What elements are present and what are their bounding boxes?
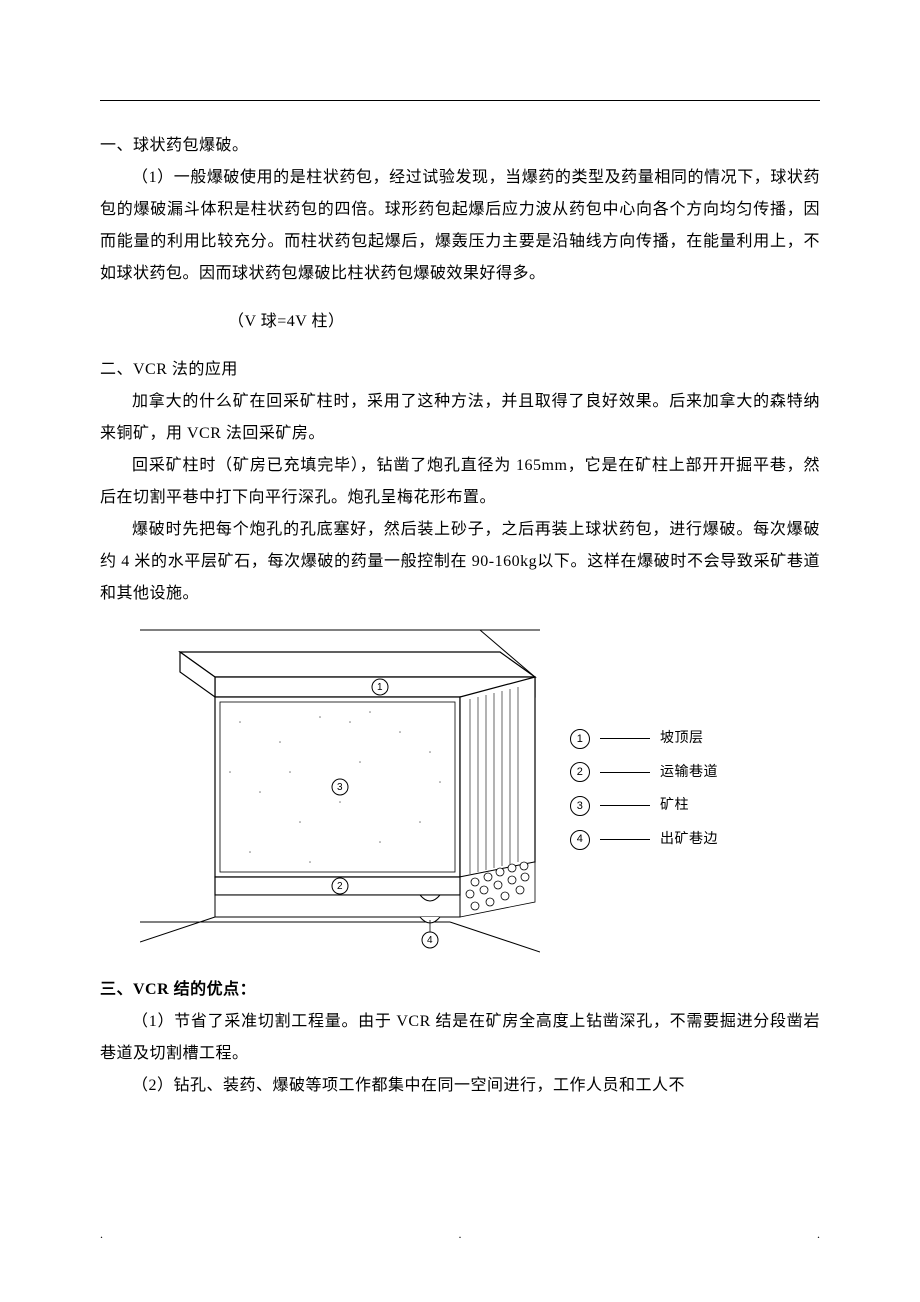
svg-text:4: 4 — [427, 935, 433, 946]
legend-num-4: 4 — [570, 830, 590, 850]
legend-label-4: 出矿巷边 — [660, 823, 718, 857]
section-1-para-1: （1）一般爆破使用的是柱状药包，经过试验发现，当爆药的类型及药量相同的情况下，球… — [100, 162, 820, 290]
footer-dot-3: . — [817, 1227, 820, 1242]
legend-label-1: 坡顶层 — [660, 722, 704, 756]
page: 一、球状药包爆破。 （1）一般爆破使用的是柱状药包，经过试验发现，当爆药的类型及… — [0, 0, 920, 1302]
footer-dots: . . . — [100, 1227, 820, 1242]
legend-num-1: 1 — [570, 729, 590, 749]
section-2-para-1: 加拿大的什么矿在回采矿柱时，采用了这种方法，并且取得了良好效果。后来加拿大的森特… — [100, 386, 820, 450]
top-rule — [100, 100, 820, 101]
section-2-title: 二、VCR 法的应用 — [100, 354, 820, 386]
legend-line-icon — [600, 839, 650, 840]
footer-dot-2: . — [459, 1227, 462, 1242]
svg-text:1: 1 — [377, 682, 383, 693]
section-2-para-3: 爆破时先把每个炮孔的孔底塞好，然后装上砂子，之后再装上球状药包，进行爆破。每次爆… — [100, 514, 820, 610]
legend-label-2: 运输巷道 — [660, 756, 718, 790]
section-1-formula: （V 球=4V 柱） — [228, 306, 820, 338]
content-body: 一、球状药包爆破。 （1）一般爆破使用的是柱状药包，经过试验发现，当爆药的类型及… — [100, 130, 820, 1102]
section-2-para-2: 回采矿柱时（矿房已充填完毕），钻凿了炮孔直径为 165mm，它是在矿柱上部开开掘… — [100, 450, 820, 514]
figure-container: 1 3 2 4 1 坡顶层 2 运输巷道 — [100, 622, 820, 962]
legend-num-3: 3 — [570, 796, 590, 816]
legend-row-4: 4 出矿巷边 — [570, 823, 718, 857]
figure-legend: 1 坡顶层 2 运输巷道 3 矿柱 4 出矿巷边 — [570, 722, 718, 856]
section-3-para-2: （2）钻孔、装药、爆破等项工作都集中在同一空间进行，工作人员和工人不 — [100, 1070, 820, 1102]
section-1-title: 一、球状药包爆破。 — [100, 130, 820, 162]
legend-num-2: 2 — [570, 762, 590, 782]
svg-text:2: 2 — [337, 881, 343, 892]
svg-text:3: 3 — [337, 782, 343, 793]
section-3-para-1: （1）节省了采准切割工程量。由于 VCR 结是在矿房全高度上钻凿深孔，不需要掘进… — [100, 1006, 820, 1070]
mining-diagram: 1 3 2 4 — [140, 622, 540, 962]
legend-label-3: 矿柱 — [660, 789, 689, 823]
legend-line-icon — [600, 805, 650, 806]
legend-row-1: 1 坡顶层 — [570, 722, 718, 756]
legend-row-3: 3 矿柱 — [570, 789, 718, 823]
section-3-title: 三、VCR 结的优点： — [100, 974, 820, 1006]
legend-line-icon — [600, 738, 650, 739]
legend-row-2: 2 运输巷道 — [570, 756, 718, 790]
legend-line-icon — [600, 772, 650, 773]
footer-dot-1: . — [100, 1227, 103, 1242]
